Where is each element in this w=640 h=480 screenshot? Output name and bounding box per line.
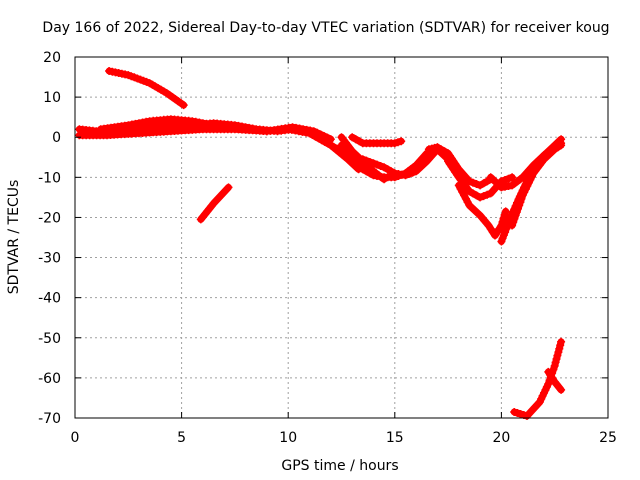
y-tick-label: -40 [38, 291, 61, 307]
series-markers [105, 67, 188, 110]
x-axis-label: GPS time / hours [281, 458, 398, 474]
y-tick-label: -60 [38, 371, 61, 387]
y-tick-label: -10 [38, 170, 61, 186]
series-arc-18 [544, 367, 566, 394]
series-markers [196, 183, 233, 224]
series-markers [424, 143, 495, 190]
series-markers [544, 367, 566, 394]
series-arc-1 [105, 67, 188, 110]
plot-frame [74, 56, 609, 419]
series-arc-13 [454, 181, 510, 240]
series-arc-16 [508, 141, 566, 230]
series-markers [124, 119, 363, 174]
y-tick-label: -30 [38, 251, 61, 267]
series-markers [348, 133, 406, 148]
x-tick-label: 0 [71, 430, 80, 446]
y-tick-label: 0 [52, 130, 61, 146]
y-tick-label: 10 [43, 90, 61, 106]
series-arc-17 [510, 337, 566, 420]
chart-title: Day 166 of 2022, Sidereal Day-to-day VTE… [42, 20, 609, 36]
grid-lines [75, 57, 608, 418]
series-arc-8 [348, 133, 406, 148]
series-arc-5 [124, 119, 363, 174]
x-tick-label: 10 [279, 430, 297, 446]
series-arc-6 [196, 183, 233, 224]
series-trace [508, 141, 565, 229]
y-axis-label: SDTVAR / TECUs [6, 180, 22, 295]
x-tick-label: 20 [492, 430, 510, 446]
y-tick-label: -20 [38, 210, 61, 226]
data-series [75, 67, 566, 420]
x-tick-label: 5 [177, 430, 186, 446]
series-markers [454, 181, 510, 240]
series-markers [508, 141, 566, 230]
axis-ticks: 0 5 10 15 20 25 -70 -60 -50 -40 -30 -20 -10 0 10 20 [38, 50, 617, 446]
y-tick-label: -50 [38, 331, 61, 347]
y-tick-label: 20 [43, 50, 61, 66]
x-tick-label: 25 [599, 430, 617, 446]
series-arc-10 [358, 145, 453, 180]
y-tick-label: -70 [38, 411, 61, 427]
x-tick-label: 15 [386, 430, 404, 446]
series-arc-11 [424, 143, 495, 190]
